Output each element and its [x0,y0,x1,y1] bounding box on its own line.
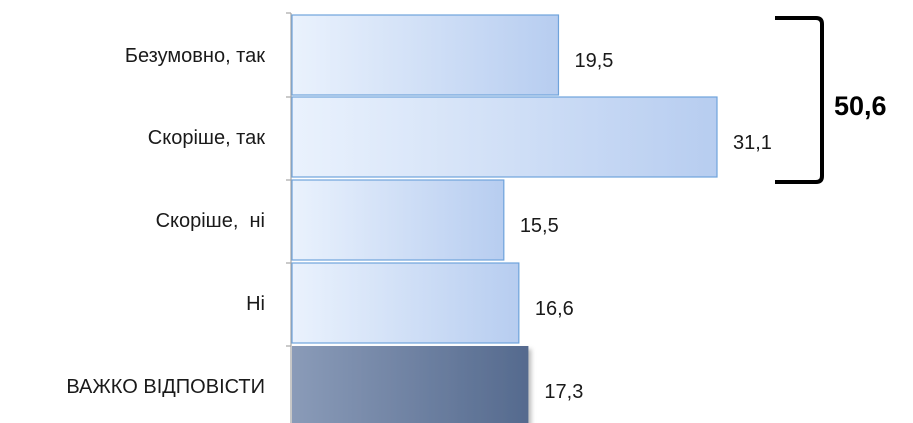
bar [291,96,718,178]
category-labels: Безумовно, так Скоріше, так Скоріше, ні Ні В… [66,45,265,398]
y-axis [286,12,292,423]
category-label: Скоріше, ні [156,210,265,232]
bracket-total-label: 50,6 [834,91,887,121]
category-label: Ні [246,293,265,315]
value-labels: 19,5 31,1 15,5 16,6 17,3 [520,50,772,403]
bracket-shape [775,16,824,184]
bar [291,262,520,344]
category-label: Скоріше, так [148,127,265,149]
bar [292,346,529,423]
value-label: 19,5 [574,50,613,72]
value-label: 31,1 [733,132,772,154]
bar [291,14,560,96]
value-label: 16,6 [535,298,574,320]
category-label: ВАЖКО ВІДПОВІСТИ [66,376,265,398]
value-label: 17,3 [544,381,583,403]
category-label: Безумовно, так [125,45,265,67]
bar [291,179,505,261]
bars [291,14,718,423]
sum-bracket: 50,6 [775,16,887,184]
value-label: 15,5 [520,215,559,237]
